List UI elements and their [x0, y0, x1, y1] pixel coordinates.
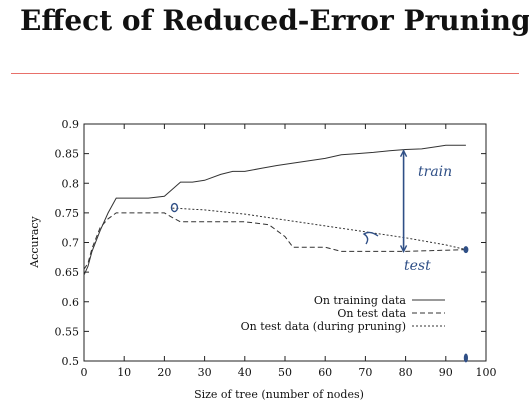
handwritten-annotations: train test: [170, 149, 469, 363]
arrow-head-up: [399, 149, 408, 157]
series-lines: [83, 144, 467, 276]
y-tick-label: 0.85: [55, 148, 80, 161]
title-divider: [11, 73, 519, 74]
x-tick-label: 80: [399, 366, 413, 379]
x-tick-label: 50: [278, 366, 292, 379]
y-tick-label: 0.9: [62, 118, 80, 131]
arrow-head-down: [399, 245, 408, 253]
y-tick-label: 0.65: [55, 266, 80, 279]
y-tick-label: 0.6: [62, 296, 80, 309]
x-tick-label: 10: [117, 366, 131, 379]
x-tick-label: 90: [439, 366, 453, 379]
x-tick-label: 70: [358, 366, 372, 379]
y-tick-label: 0.8: [62, 177, 80, 190]
legend-label: On test data: [337, 307, 406, 320]
x-tick-label: 100: [476, 366, 497, 379]
series-line-dashed: [83, 212, 466, 270]
x-tick-label: 20: [157, 366, 171, 379]
x-tick-label: 60: [318, 366, 332, 379]
x-tick-label: 40: [238, 366, 252, 379]
x-tick-label: 0: [81, 366, 88, 379]
series-line-solid: [83, 144, 466, 276]
x-tick-label: 30: [198, 366, 212, 379]
x-axis-label: Size of tree (number of nodes): [194, 388, 364, 401]
axis-mark: [463, 353, 468, 363]
y-tick-label: 0.5: [62, 355, 80, 368]
series-line-dotted: [172, 207, 467, 251]
slide-title: Effect of Reduced-Error Pruning: [20, 4, 529, 37]
y-tick-label: 0.75: [55, 207, 80, 220]
train-annotation: train: [418, 164, 452, 180]
final-point-mark: [463, 246, 469, 254]
pruning-start-mark: [170, 202, 179, 213]
legend-label: On training data: [314, 294, 407, 307]
tick-marks: 0 10 20 30 40 50 60 70 80 90 100 0.5 0.55 0.6 0.65 0.7 0…: [55, 118, 497, 379]
test-annotation: test: [404, 258, 431, 274]
y-tick-label: 0.55: [55, 325, 80, 338]
pruning-direction-arrow: [362, 231, 379, 245]
legend-label: On test data (during pruning): [241, 320, 406, 333]
y-tick-label: 0.7: [62, 237, 80, 250]
y-axis-label: Accuracy: [28, 215, 41, 268]
